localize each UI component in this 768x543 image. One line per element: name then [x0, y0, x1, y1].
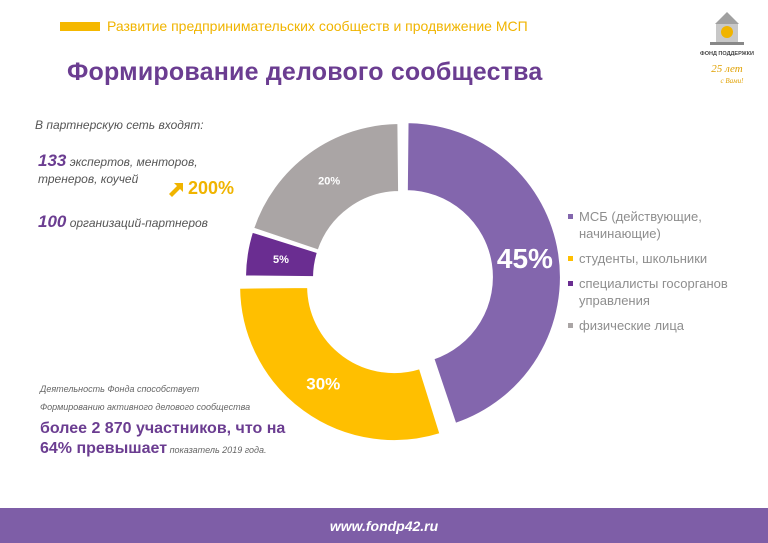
growth-indicator: 200% — [168, 178, 234, 199]
experts-stat: 133 экспертов, менторов, тренеров, коуче… — [38, 152, 238, 188]
logo-roof-shape — [715, 12, 739, 24]
chart-labels: 45% 30% 5% 20% — [273, 175, 553, 393]
logo-anniversary-line1: 25 лет — [711, 63, 743, 75]
legend-swatch-2 — [568, 256, 573, 261]
donut-label-1: 45% — [497, 243, 553, 274]
legend-item-1: МСБ (действующие, начинающие) — [568, 208, 763, 242]
summary-highlight: более 2 870 участников, что на 64% превы… — [40, 419, 300, 460]
donut-slice-1 — [405, 121, 562, 426]
summary-highlight-text: более 2 870 участников, что на 64% превы… — [40, 420, 286, 457]
donut-slice-4 — [251, 121, 401, 252]
footer-url: www.fondp42.ru — [329, 517, 439, 534]
section-title: Развитие предпринимательских сообществ и… — [107, 18, 528, 34]
summary-note-line1: Деятельность Фонда способствует — [40, 384, 200, 394]
partners-text: организаций-партнеров — [66, 216, 208, 230]
logo-org-name: ФОНД ПОДДЕРЖКИ — [700, 51, 754, 57]
logo-emblem-shape — [721, 26, 733, 38]
donut-label-2: 30% — [306, 375, 340, 394]
growth-value: 200% — [188, 178, 235, 198]
experts-text: экспертов, менторов, тренеров, коучей — [38, 155, 198, 186]
legend-swatch-3 — [568, 281, 573, 286]
page-title: Формирование делового сообщества — [67, 58, 543, 86]
experts-count: 133 — [38, 151, 67, 170]
footer-bar: www.fondp42.ru — [0, 508, 768, 543]
chart-legend: МСБ (действующие, начинающие) студенты, ш… — [568, 208, 763, 342]
summary-note-line2: Формированию активного делового сообщест… — [40, 402, 251, 412]
legend-label-2: студенты, школьники — [579, 251, 708, 266]
bottom-summary: Деятельность Фонда способствует Формиров… — [40, 380, 300, 460]
legend-label-3: специалисты госорганов управления — [579, 276, 728, 308]
donut-label-4: 20% — [318, 175, 340, 187]
legend-label-4: физические лица — [579, 318, 684, 333]
partners-count: 100 — [38, 212, 67, 231]
chart-slices — [238, 121, 562, 443]
legend-swatch-4 — [568, 323, 573, 328]
legend-label-1: МСБ (действующие, начинающие) — [579, 209, 702, 241]
logo-anniversary-line2: с Вами! — [721, 77, 745, 85]
logo-base-shape — [710, 42, 744, 45]
legend-item-3: специалисты госорганов управления — [568, 275, 763, 309]
summary-note-tail: показатель 2019 года. — [167, 445, 267, 455]
fund-logo: ФОНД ПОДДЕРЖКИ 25 лет с Вами! — [700, 12, 754, 85]
donut-slice-2 — [238, 285, 442, 443]
section-marker — [60, 22, 100, 31]
legend-item-4: физические лица — [568, 317, 763, 334]
donut-slice-3 — [243, 230, 320, 279]
donut-label-3: 5% — [273, 254, 289, 266]
arrow-up-right-icon — [169, 182, 183, 197]
legend-item-2: студенты, школьники — [568, 250, 763, 267]
partner-network-intro: В партнерскую сеть входят: — [35, 118, 204, 132]
legend-swatch-1 — [568, 214, 573, 219]
partners-stat: 100 организаций-партнеров — [38, 212, 208, 232]
